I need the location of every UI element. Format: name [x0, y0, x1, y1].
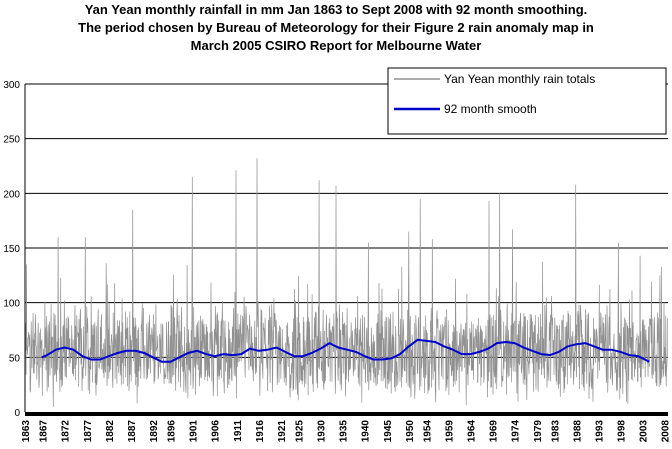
y-tick-label: 200 — [3, 189, 20, 200]
x-tick-label: 1988 — [573, 420, 584, 443]
x-tick-label: 1867 — [39, 420, 50, 443]
x-tick-label: 1940 — [361, 420, 372, 443]
x-tick-label: 1993 — [595, 420, 606, 443]
x-tick-label: 1945 — [383, 420, 394, 443]
chart-title-line-3: March 2005 CSIRO Report for Melbourne Wa… — [190, 38, 482, 53]
x-axis-bar — [25, 412, 668, 416]
raw-rain-series-line — [24, 158, 668, 407]
x-tick-label: 1983 — [550, 420, 561, 443]
y-tick-label: 150 — [3, 244, 20, 255]
x-tick-label: 2003 — [639, 420, 650, 443]
x-tick-label: 1969 — [489, 420, 500, 443]
x-tick-label: 1974 — [511, 420, 522, 443]
x-tick-label: 1892 — [149, 420, 160, 443]
axis-layer: 0 50 100 150 200 250 300 1863 1867 1872 1877 1882 18… — [3, 80, 671, 442]
x-tick-label: 1921 — [277, 420, 288, 443]
x-tick-label: 1887 — [127, 420, 138, 443]
y-tick-label: 300 — [3, 80, 20, 91]
x-tick-label: 1925 — [295, 420, 306, 443]
x-tick-label: 1872 — [61, 420, 72, 443]
x-tick-label: 1906 — [211, 420, 222, 443]
x-tick-label: 1916 — [255, 420, 266, 443]
legend: Yan Yean monthly rain totals 92 month sm… — [387, 67, 667, 135]
x-tick-label: 1911 — [233, 420, 244, 442]
smooth-series-line — [41, 338, 650, 363]
legend-smooth-label: 92 month smooth — [444, 102, 537, 116]
x-tick-label: 1901 — [189, 420, 200, 443]
y-tick-label: 250 — [3, 135, 20, 146]
x-tick-label: 1935 — [339, 420, 350, 443]
y-tick-label: 100 — [3, 299, 20, 310]
legend-raw-label: Yan Yean monthly rain totals — [444, 72, 595, 86]
x-tick-label: 1998 — [617, 420, 628, 443]
chart-title-line-1: Yan Yean monthly rainfall in mm Jan 1863… — [84, 2, 588, 17]
raw-series-layer — [24, 158, 668, 407]
x-tick-label: 1950 — [405, 420, 416, 443]
y-tick-label: 50 — [9, 353, 21, 364]
x-tick-label: 1877 — [83, 420, 94, 443]
x-tick-label: 1896 — [167, 420, 178, 443]
x-tick-label: 1959 — [445, 420, 456, 443]
x-tick-label: 1863 — [21, 420, 32, 443]
x-tick-label: 1882 — [105, 420, 116, 443]
chart-title-line-2: The period chosen by Bureau of Meteorolo… — [78, 20, 594, 35]
smooth-series-layer — [41, 338, 650, 363]
x-tick-label: 2008 — [661, 420, 672, 443]
x-tick-label: 1979 — [533, 420, 544, 443]
x-tick-label: 1930 — [317, 420, 328, 443]
y-tick-label: 0 — [14, 408, 20, 419]
x-tick-label: 1954 — [423, 420, 434, 443]
x-tick-label: 1964 — [467, 420, 478, 443]
